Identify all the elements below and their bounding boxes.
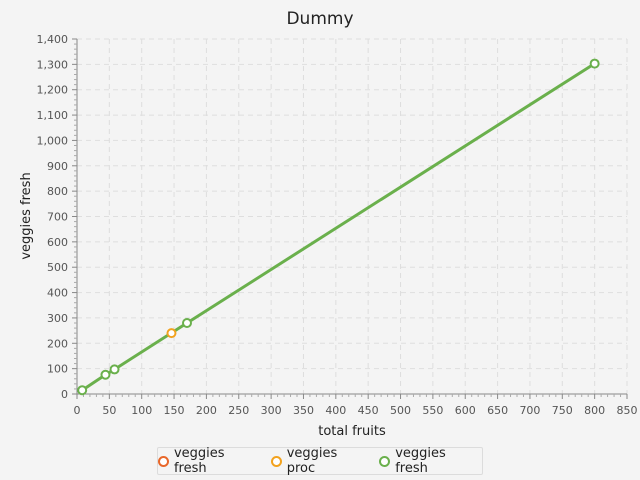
x-axis-title: total fruits xyxy=(318,424,386,439)
y-tick-label: 400 xyxy=(47,287,68,300)
x-tick-label: 550 xyxy=(422,404,443,417)
series-layer xyxy=(77,58,600,396)
legend-label: veggies fresh xyxy=(173,446,225,476)
y-tick-label: 1,300 xyxy=(37,58,69,71)
legend-item: veggies proc xyxy=(270,446,370,476)
x-tick-label: 300 xyxy=(261,404,282,417)
y-tick-label: 600 xyxy=(47,236,68,249)
series-line xyxy=(81,62,596,392)
x-tick-label: 250 xyxy=(228,404,249,417)
y-tick-label: 1,400 xyxy=(37,33,69,46)
y-tick-label: 500 xyxy=(47,261,68,274)
x-tick-label: 350 xyxy=(293,404,314,417)
y-tick-label: 900 xyxy=(47,160,68,173)
x-tick-label: 700 xyxy=(519,404,540,417)
x-tick-label: 200 xyxy=(196,404,217,417)
y-tick-label: 200 xyxy=(47,337,68,350)
y-tick-label: 1,000 xyxy=(37,134,69,147)
x-tick-label: 400 xyxy=(325,404,346,417)
data-point xyxy=(182,318,192,328)
data-point xyxy=(100,369,111,380)
x-tick-label: 500 xyxy=(390,404,411,417)
x-tick-label: 850 xyxy=(617,404,638,417)
x-tick-label: 50 xyxy=(102,404,116,417)
legend-label: veggies proc xyxy=(286,446,338,476)
data-point xyxy=(109,364,120,375)
x-tick-label: 650 xyxy=(487,404,508,417)
y-tick-label: 700 xyxy=(47,211,68,224)
ticks: 0 50 100 150 200 250 300 350 400 450 500 550 600 650 7… xyxy=(37,33,638,417)
y-tick-label: 100 xyxy=(47,363,68,376)
legend-item: veggies fresh xyxy=(158,446,261,476)
y-tick-label: 0 xyxy=(61,388,68,401)
legend-label: veggies fresh xyxy=(395,446,446,476)
x-tick-label: 450 xyxy=(358,404,379,417)
legend-marker-icon xyxy=(158,455,169,467)
y-tick-label: 800 xyxy=(47,185,68,198)
chart-title: Dummy xyxy=(286,9,353,29)
y-tick-label: 300 xyxy=(47,312,68,325)
x-tick-label: 750 xyxy=(552,404,573,417)
legend-marker-icon xyxy=(379,455,391,467)
legend-marker-icon xyxy=(270,455,282,467)
y-axis-title: veggies fresh xyxy=(19,172,34,259)
y-tick-label: 1,100 xyxy=(37,109,69,122)
data-point xyxy=(589,58,600,69)
x-tick-label: 100 xyxy=(131,404,152,417)
y-tick-label: 1,200 xyxy=(37,84,69,97)
x-tick-label: 800 xyxy=(584,404,605,417)
x-tick-label: 600 xyxy=(455,404,476,417)
data-point xyxy=(166,328,177,339)
legend: veggies fresh veggies proc veggies fresh xyxy=(157,446,483,476)
x-tick-label: 150 xyxy=(164,404,185,417)
x-tick-label: 0 xyxy=(74,404,81,417)
legend-item: veggies fresh xyxy=(379,446,482,476)
data-point xyxy=(77,385,88,396)
